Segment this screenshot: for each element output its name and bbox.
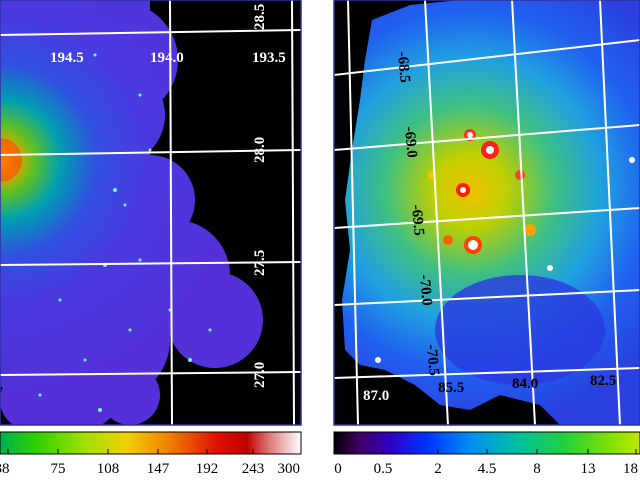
right-ra-label-1: 87.0 (363, 388, 389, 404)
left-dec-label-4: 27.0 (252, 362, 268, 388)
right-colorbar-tick-7: 18 (623, 461, 638, 477)
left-colorbar-tick-5: 192 (196, 461, 219, 477)
right-colorbar-tick-3: 2 (434, 461, 442, 477)
right-panel-frame (333, 0, 640, 426)
left-dec-label-2: 28.0 (252, 137, 268, 163)
left-colorbar-tick-1: 38 (0, 461, 10, 477)
right-colorbar-tick-6: 13 (581, 461, 596, 477)
cluster-core (0, 138, 22, 182)
right-ra-label-3: 84.0 (512, 376, 538, 392)
left-dec-label-1: 28.5 (252, 4, 268, 30)
left-colorbar (0, 431, 302, 455)
right-image-panel: 87.0 85.5 84.0 82.5 -68.5 -69.0 -69.5 -7… (334, 0, 640, 425)
right-ra-label-2: 85.5 (438, 380, 464, 396)
left-colorbar-tick-6: 243 (242, 461, 265, 477)
right-colorbar-tick-4: 4.5 (478, 461, 497, 477)
left-colorbar-tick-4: 147 (147, 461, 170, 477)
left-colorbar-tick-7: 300 (278, 461, 301, 477)
right-dec-label-3: -69.5 (408, 204, 427, 237)
left-ra-label-1: 194.5 (50, 50, 84, 66)
right-colorbar-ticks (382, 449, 637, 454)
left-colorbar-tick-3: 108 (97, 461, 120, 477)
left-colorbar-ticks (7, 449, 254, 454)
right-dec-label-5: -70.5 (423, 344, 442, 377)
right-colorbar-tick-5: 8 (533, 461, 541, 477)
right-dec-label-4: -70.0 (416, 274, 435, 307)
left-ra-label-2: 194.0 (150, 50, 184, 66)
right-coordinate-grid (334, 0, 640, 425)
left-ra-label-3: 193.5 (252, 50, 286, 66)
right-colorbar-tick-1: 0 (334, 461, 342, 477)
right-colorbar-tick-2: 0.5 (374, 461, 393, 477)
left-coordinate-grid (0, 0, 301, 425)
left-dec-label-3: 27.5 (252, 250, 268, 276)
right-ra-label-4: 82.5 (590, 373, 616, 389)
right-dec-label-2: -69.0 (401, 126, 420, 159)
left-colorbar-tick-2: 75 (51, 461, 66, 477)
left-panel-frame (0, 0, 302, 426)
lmc-lower-region (435, 275, 605, 385)
right-dec-label-1: -68.5 (394, 51, 413, 84)
left-image-panel: 194.5 194.0 193.5 28.5 28.0 27.5 27.0 (0, 0, 301, 425)
